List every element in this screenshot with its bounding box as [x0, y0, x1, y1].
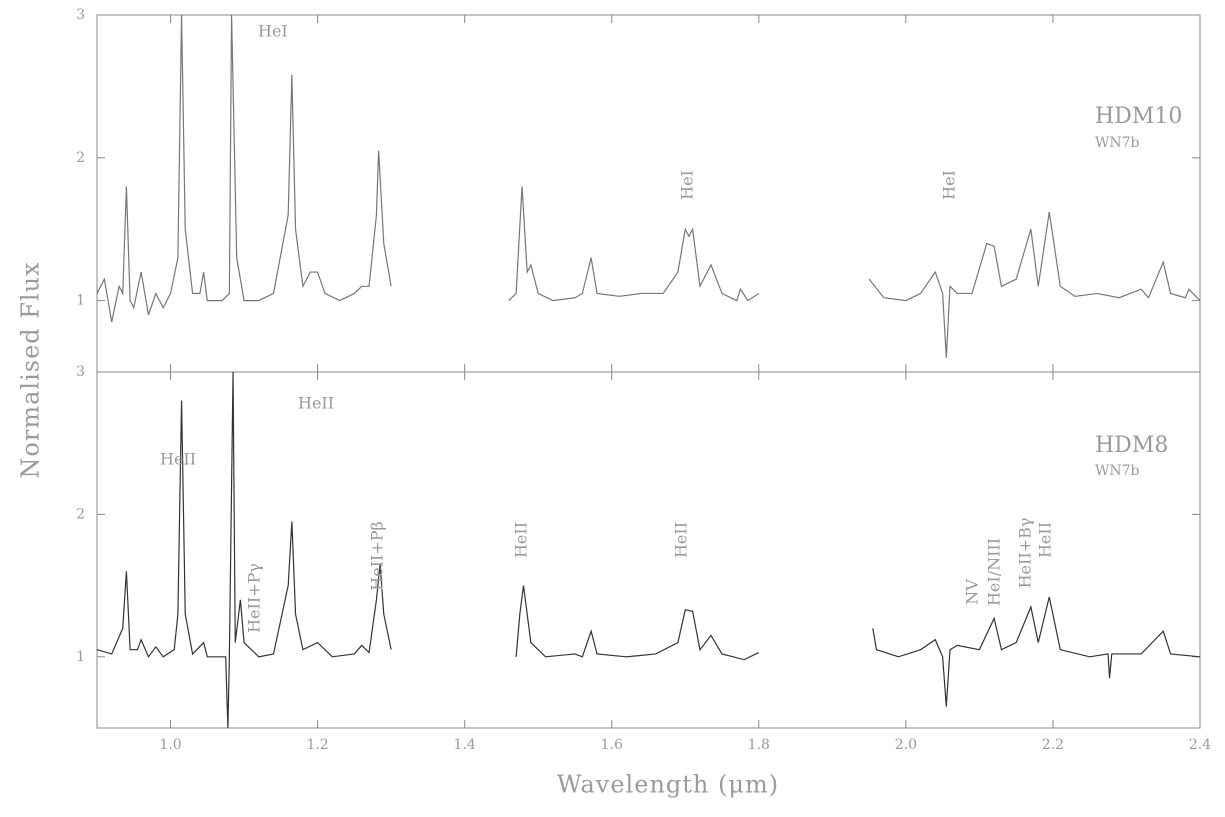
line-annotation: HeII	[1036, 522, 1055, 558]
spectral-type: WN7b	[1095, 135, 1140, 151]
x-tick-label: 1.0	[159, 737, 181, 753]
line-annotation: HeII+Bγ	[1016, 518, 1035, 589]
y-tick-label: 1	[76, 649, 85, 665]
line-annotation: HeI/NIII	[985, 538, 1004, 606]
line-annotation: HeII	[160, 450, 196, 469]
x-axis-label: Wavelength (μm)	[557, 771, 779, 799]
star-name: HDM8	[1095, 433, 1168, 458]
x-tick-label: 1.2	[306, 737, 328, 753]
star-name: HDM10	[1095, 104, 1182, 129]
line-annotation: HeII+Pβ	[368, 521, 387, 590]
x-tick-label: 2.0	[895, 737, 917, 753]
x-tick-label: 2.2	[1042, 737, 1064, 753]
line-annotation: NV	[963, 579, 982, 605]
y-tick-label: 3	[76, 364, 85, 380]
x-tick-label: 2.4	[1189, 737, 1211, 753]
line-annotation: HeII	[672, 522, 691, 558]
line-annotation: HeI	[940, 170, 959, 200]
line-annotation: HeI	[258, 22, 288, 41]
spectral-type: WN7b	[1095, 463, 1140, 479]
spectrum-line	[97, 15, 1200, 358]
y-tick-label: 2	[76, 150, 85, 166]
y-axis-label: Normalised Flux	[17, 261, 45, 478]
x-tick-label: 1.6	[601, 737, 623, 753]
line-annotation: HeI	[678, 170, 697, 200]
y-tick-label: 1	[76, 293, 85, 309]
line-annotation: HeII	[512, 522, 531, 558]
spectrum-line	[97, 372, 1200, 728]
line-annotation: HeII	[298, 394, 334, 413]
y-tick-label: 2	[76, 506, 85, 522]
y-tick-label: 3	[76, 7, 85, 23]
x-tick-label: 1.8	[748, 737, 770, 753]
x-tick-label: 1.4	[454, 737, 476, 753]
line-annotation: HeII+Pγ	[245, 563, 264, 633]
